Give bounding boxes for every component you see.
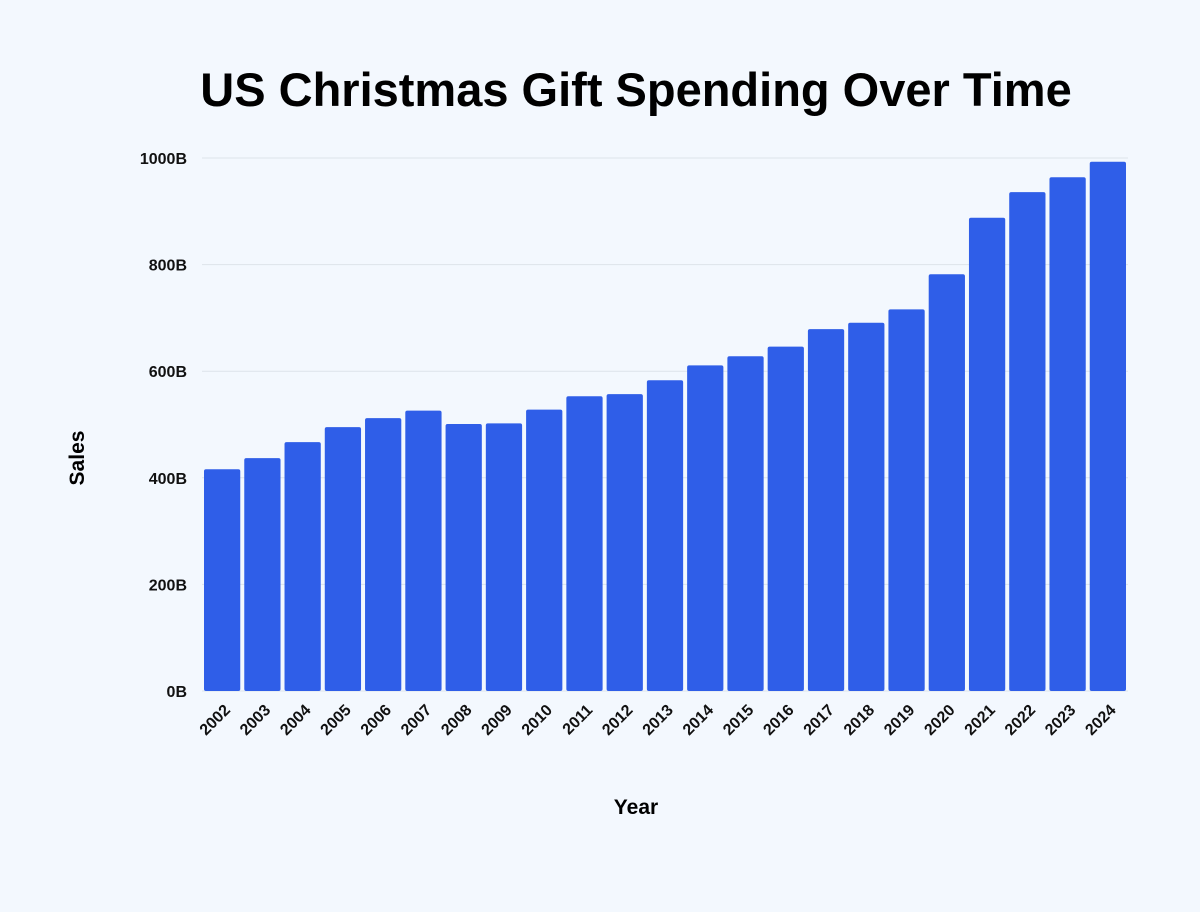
bar-2009 [485,423,523,691]
x-tick-label: 2021 [962,702,999,739]
bar-2007 [405,410,442,691]
y-tick-label: 0B [167,684,187,701]
y-tick-label: 600B [149,364,187,381]
y-tick-label: 400B [149,471,187,488]
y-tick-labels: 0B 200B 400B 600B 800B 1000B [140,151,187,701]
x-tick-labels: 2002 2003 2004 2005 2006 2007 2008 2009 2010 2011… [197,702,1120,739]
bar-2008 [445,423,482,691]
bar-2017 [807,329,845,691]
x-tick-label: 2018 [841,702,878,739]
bar-2012 [606,394,643,691]
bar-2024 [1089,161,1126,692]
bar-2014 [687,365,724,691]
bar-2005 [324,427,362,691]
x-tick-label: 2010 [519,702,556,739]
x-tick-label: 2011 [560,702,597,739]
x-tick-label: 2006 [358,702,395,739]
chart-title: US Christmas Gift Spending Over Time [200,63,1072,116]
bar-2013 [646,380,684,691]
x-tick-label: 2019 [881,702,918,739]
bar-2010 [526,409,563,691]
bar-2003 [244,458,281,691]
x-tick-label: 2023 [1042,702,1079,739]
x-tick-label: 2003 [237,702,274,739]
x-tick-label: 2017 [801,702,838,739]
x-tick-label: 2009 [479,702,516,739]
bars [204,161,1126,692]
x-tick-label: 2016 [760,702,797,739]
x-tick-label: 2014 [680,702,717,739]
bar-2021 [968,217,1006,691]
x-tick-label: 2004 [277,702,314,739]
x-tick-label: 2022 [1002,702,1039,739]
bar-2019 [888,309,925,691]
x-tick-label: 2024 [1082,702,1119,739]
x-axis-title: Year [614,796,658,819]
bar-2006 [365,418,402,691]
bar-2016 [767,346,804,691]
bar-2004 [284,442,321,691]
bar-2015 [727,356,764,691]
x-tick-label: 2012 [599,702,636,739]
bar-2011 [566,396,603,691]
x-tick-label: 2013 [640,702,677,739]
x-tick-label: 2007 [398,702,435,739]
bar-2020 [928,274,965,691]
y-tick-label: 1000B [140,151,187,168]
x-tick-label: 2002 [197,702,234,739]
bar-2022 [1009,192,1046,692]
x-tick-label: 2020 [921,702,958,739]
x-tick-label: 2008 [438,702,475,739]
bar-2018 [848,322,885,691]
y-tick-label: 200B [149,577,187,594]
bar-2002 [204,469,241,691]
bar-2023 [1049,177,1086,691]
x-tick-label: 2005 [318,702,355,739]
x-tick-label: 2015 [720,702,757,739]
y-axis-title: Sales [66,431,89,486]
y-tick-label: 800B [149,258,187,275]
